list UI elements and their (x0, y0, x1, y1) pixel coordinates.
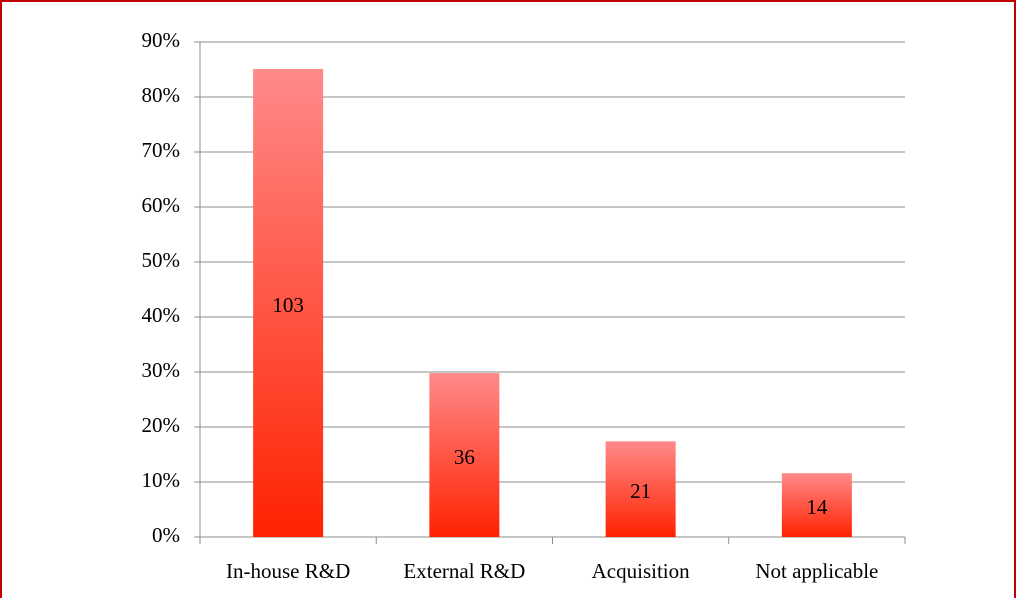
x-tick-label: External R&D (403, 559, 525, 583)
y-tick-label: 90% (142, 28, 181, 52)
y-tick-label: 80% (142, 83, 181, 107)
y-tick-label: 30% (142, 358, 181, 382)
x-tick-label: Not applicable (755, 559, 878, 583)
y-tick-label: 50% (142, 248, 181, 272)
data-label: 14 (806, 495, 828, 519)
y-tick-label: 70% (142, 138, 181, 162)
data-label: 21 (630, 479, 651, 503)
y-tick-label: 10% (142, 468, 181, 492)
bar (605, 441, 676, 537)
data-label: 36 (454, 445, 475, 469)
y-tick-label: 40% (142, 303, 181, 327)
x-tick-label: Acquisition (592, 559, 690, 583)
bar (781, 473, 852, 537)
bar (429, 373, 500, 537)
x-tick-label: In-house R&D (226, 559, 350, 583)
bar (253, 68, 324, 537)
y-tick-label: 60% (142, 193, 181, 217)
y-tick-label: 0% (152, 523, 180, 547)
y-tick-label: 20% (142, 413, 181, 437)
data-label: 103 (272, 293, 304, 317)
